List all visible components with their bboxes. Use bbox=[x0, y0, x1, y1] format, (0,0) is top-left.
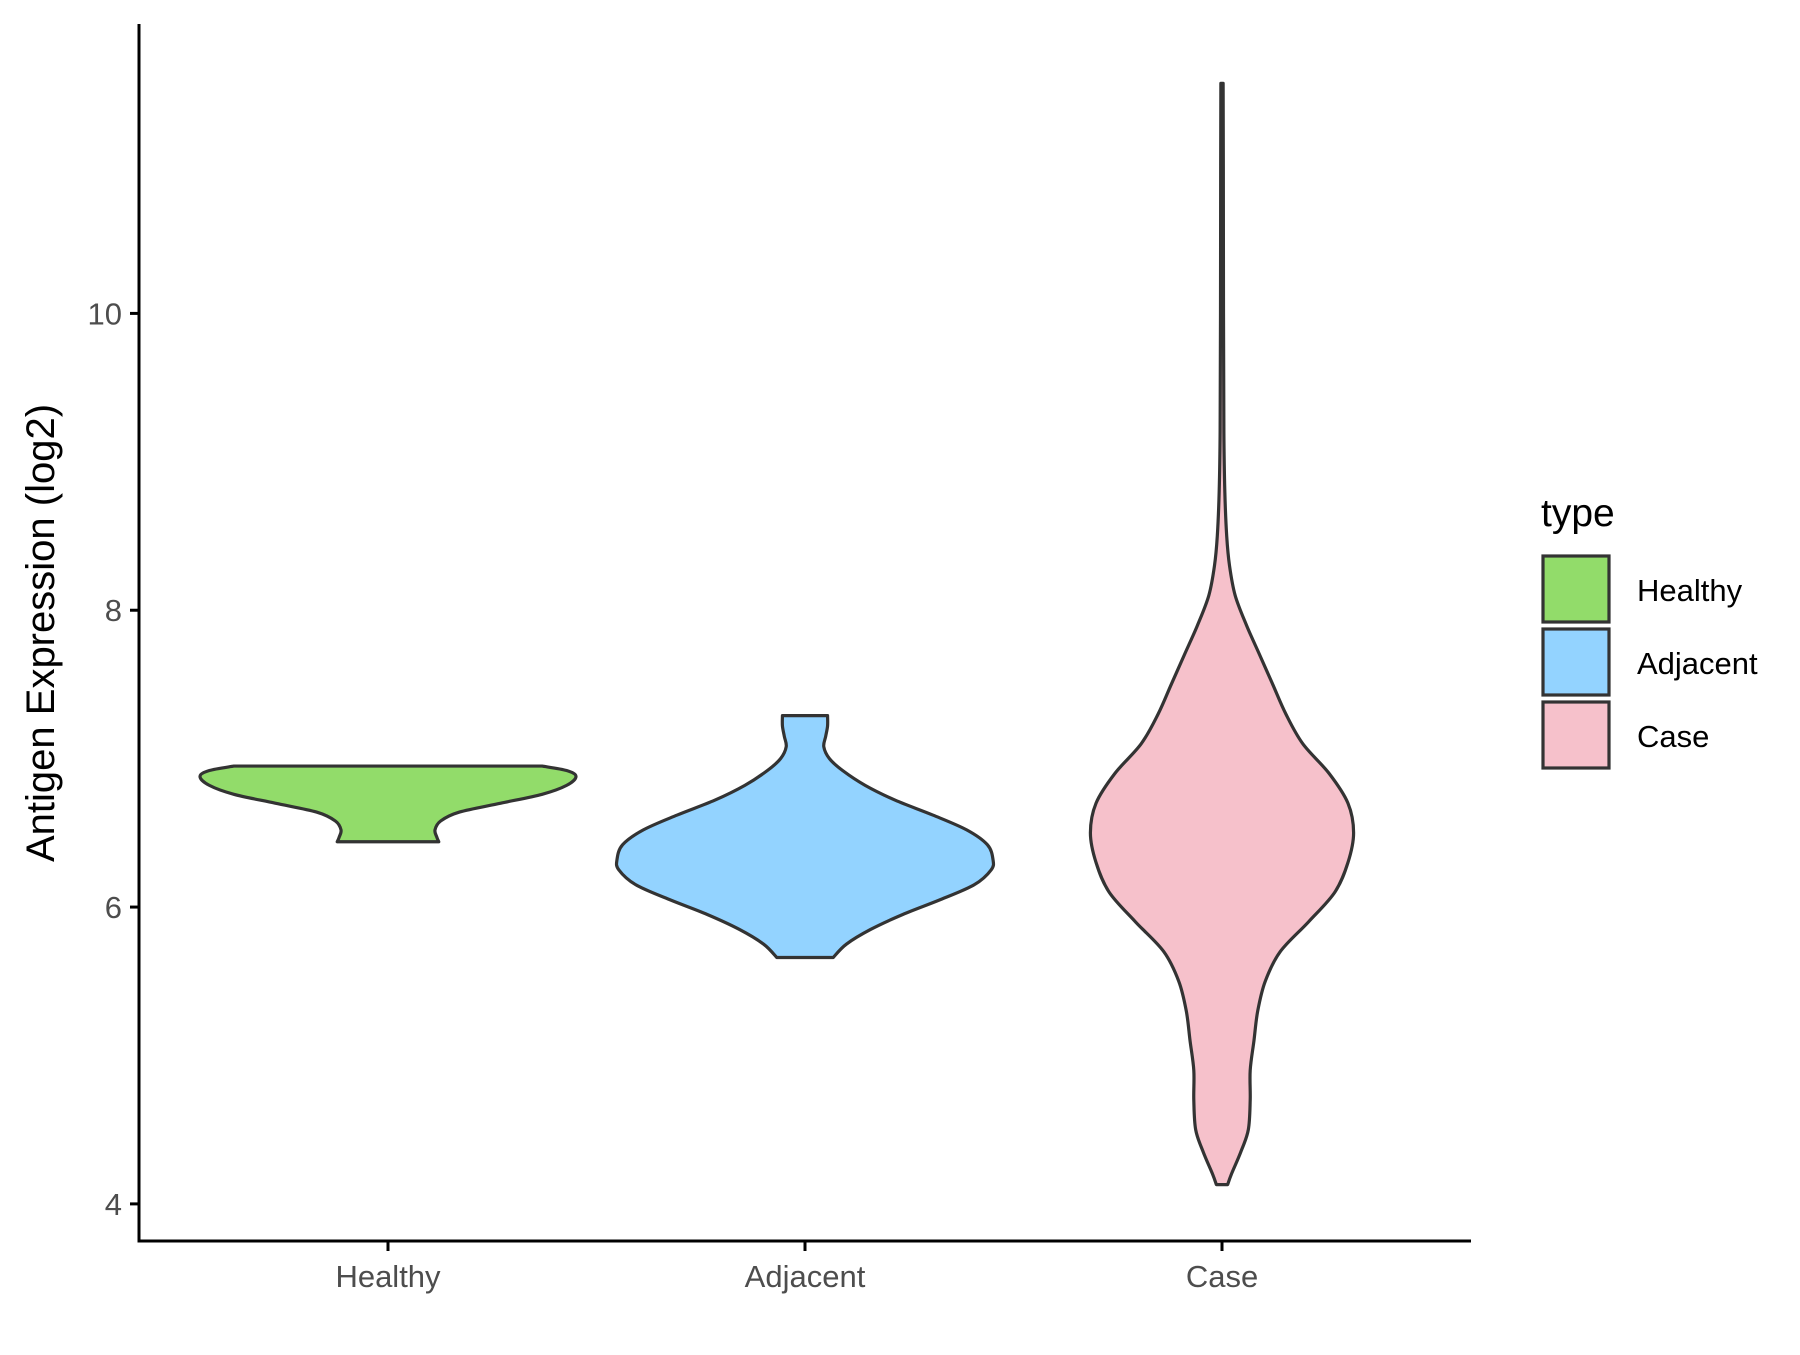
y-ticks: 4 6 8 10 bbox=[88, 296, 139, 1222]
y-tick-label: 6 bbox=[105, 890, 122, 925]
violin-healthy bbox=[198, 764, 578, 844]
legend-label: Healthy bbox=[1637, 573, 1743, 608]
axes bbox=[137, 24, 1471, 1243]
violin-case bbox=[1088, 81, 1356, 1187]
legend-title: type bbox=[1541, 492, 1615, 535]
legend: type Healthy Adjacent Case bbox=[1541, 492, 1758, 770]
legend-label: Adjacent bbox=[1637, 646, 1758, 681]
x-tick-label: Healthy bbox=[335, 1259, 441, 1294]
y-tick-label: 10 bbox=[88, 296, 122, 331]
x-tick-label: Case bbox=[1186, 1259, 1258, 1294]
violin-layer bbox=[198, 81, 1356, 1187]
x-tick-label: Adjacent bbox=[745, 1259, 866, 1294]
legend-key-healthy bbox=[1541, 554, 1611, 624]
y-axis-title: Antigen Expression (log2) bbox=[19, 404, 63, 862]
x-ticks: Healthy Adjacent Case bbox=[335, 1241, 1258, 1294]
y-tick-label: 4 bbox=[105, 1187, 122, 1222]
violin-adjacent bbox=[614, 714, 996, 960]
legend-key-case bbox=[1541, 700, 1611, 770]
y-tick-label: 8 bbox=[105, 593, 122, 628]
legend-key-adjacent bbox=[1541, 627, 1611, 697]
legend-label: Case bbox=[1637, 719, 1709, 754]
